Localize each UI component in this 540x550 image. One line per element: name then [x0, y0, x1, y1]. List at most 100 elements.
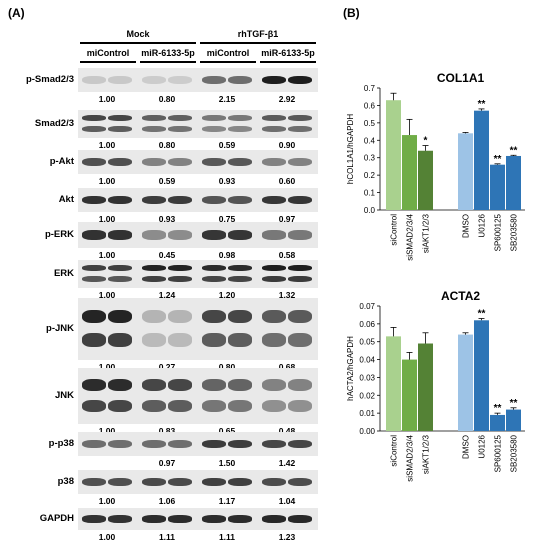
blot-band — [262, 477, 286, 487]
blot-band — [168, 230, 192, 240]
blot-band — [202, 157, 226, 167]
quant-value: 0.90 — [278, 140, 296, 150]
blot-band — [168, 195, 192, 205]
blot-band — [168, 125, 192, 133]
bar — [506, 155, 521, 210]
bar — [386, 336, 401, 431]
blot-band — [108, 515, 132, 523]
quant-value: 0.83 — [158, 426, 176, 436]
blot-band — [288, 275, 312, 283]
blot-band — [288, 75, 312, 85]
y-tick-label: 0.7 — [364, 84, 376, 93]
blot-image — [78, 150, 318, 174]
bar — [402, 359, 417, 431]
blot-image — [78, 110, 318, 138]
blot-band — [202, 439, 226, 449]
blot-band — [82, 439, 106, 449]
group-label: miControl — [86, 48, 130, 58]
y-tick-label: 0.00 — [359, 427, 375, 436]
significance-marker: ** — [510, 398, 518, 409]
quant-value: 0.58 — [278, 250, 296, 260]
y-tick-label: 0.05 — [359, 338, 375, 347]
y-tick-label: 0.06 — [359, 320, 375, 329]
blot-band — [108, 275, 132, 283]
blot-band — [202, 265, 226, 272]
blot-band — [168, 515, 192, 523]
blot-band — [108, 115, 132, 122]
blot-band — [168, 439, 192, 449]
y-tick-label: 0.02 — [359, 391, 375, 400]
blot-band — [288, 230, 312, 240]
blot-band — [142, 515, 166, 523]
blot-band — [108, 157, 132, 167]
quant-value: 0.80 — [158, 94, 176, 104]
quant-value: 0.93 — [218, 176, 236, 186]
blot-band — [142, 265, 166, 272]
blot-band — [142, 439, 166, 449]
bar — [458, 133, 473, 210]
significance-marker: ** — [510, 145, 518, 156]
group-label: miControl — [206, 48, 250, 58]
group-divider — [260, 61, 316, 63]
x-tick-label: siControl — [390, 214, 399, 246]
significance-marker: ** — [478, 309, 486, 320]
blot-band — [288, 157, 312, 167]
blot-band — [228, 399, 252, 413]
blot-band — [82, 125, 106, 133]
blot-band — [108, 477, 132, 487]
blot-image — [78, 368, 318, 424]
y-axis-label: hACTA2/hGAPDH — [346, 336, 355, 401]
blot-band — [228, 439, 252, 449]
y-tick-label: 0.3 — [364, 154, 376, 163]
blot-image — [78, 260, 318, 288]
blot-band — [108, 439, 132, 449]
blot-band — [288, 195, 312, 205]
quant-value: 2.15 — [218, 94, 236, 104]
blot-band — [262, 333, 286, 347]
blot-band — [228, 265, 252, 272]
quant-value: 1.11 — [158, 532, 176, 542]
group-label: miR-6133-5p — [261, 48, 315, 58]
blot-band — [202, 515, 226, 523]
blot-band — [202, 378, 226, 391]
significance-marker: ** — [494, 403, 502, 414]
blot-label: Akt — [58, 194, 74, 205]
blot-band — [142, 378, 166, 391]
quant-value: 1.00 — [98, 496, 116, 506]
blot-band — [202, 399, 226, 413]
blot-band — [82, 265, 106, 272]
blot-band — [202, 195, 226, 205]
y-tick-label: 0.1 — [364, 189, 376, 198]
group-divider — [80, 61, 136, 63]
quant-value: 1.00 — [98, 426, 116, 436]
group-divider — [200, 61, 256, 63]
quant-value: 0.59 — [218, 140, 236, 150]
blot-band — [288, 115, 312, 122]
blot-band — [108, 399, 132, 413]
blot-band — [288, 265, 312, 272]
x-tick-label: siSMAD2/3/4 — [406, 434, 415, 481]
blot-band — [228, 378, 252, 391]
quant-value: 1.06 — [158, 496, 176, 506]
chart-title: ACTA2 — [441, 289, 480, 303]
blot-image — [78, 188, 318, 212]
x-tick-label: siSMAD2/3/4 — [406, 213, 415, 260]
quant-value: 0.98 — [218, 250, 236, 260]
blot-band — [168, 157, 192, 167]
x-tick-label: SB203580 — [510, 213, 519, 251]
bar — [490, 414, 505, 431]
significance-marker: ** — [494, 154, 502, 165]
y-tick-label: 0.4 — [364, 136, 376, 145]
group-divider — [140, 61, 196, 63]
bar — [490, 164, 505, 210]
blot-band — [142, 115, 166, 122]
quant-value: 0.97 — [158, 458, 176, 468]
blot-band — [168, 333, 192, 347]
blot-band — [142, 157, 166, 167]
blot-band — [108, 378, 132, 391]
y-tick-label: 0.5 — [364, 119, 376, 128]
blot-band — [288, 399, 312, 413]
x-tick-label: SP600125 — [494, 213, 503, 251]
blot-band — [142, 275, 166, 283]
blot-band — [288, 309, 312, 324]
